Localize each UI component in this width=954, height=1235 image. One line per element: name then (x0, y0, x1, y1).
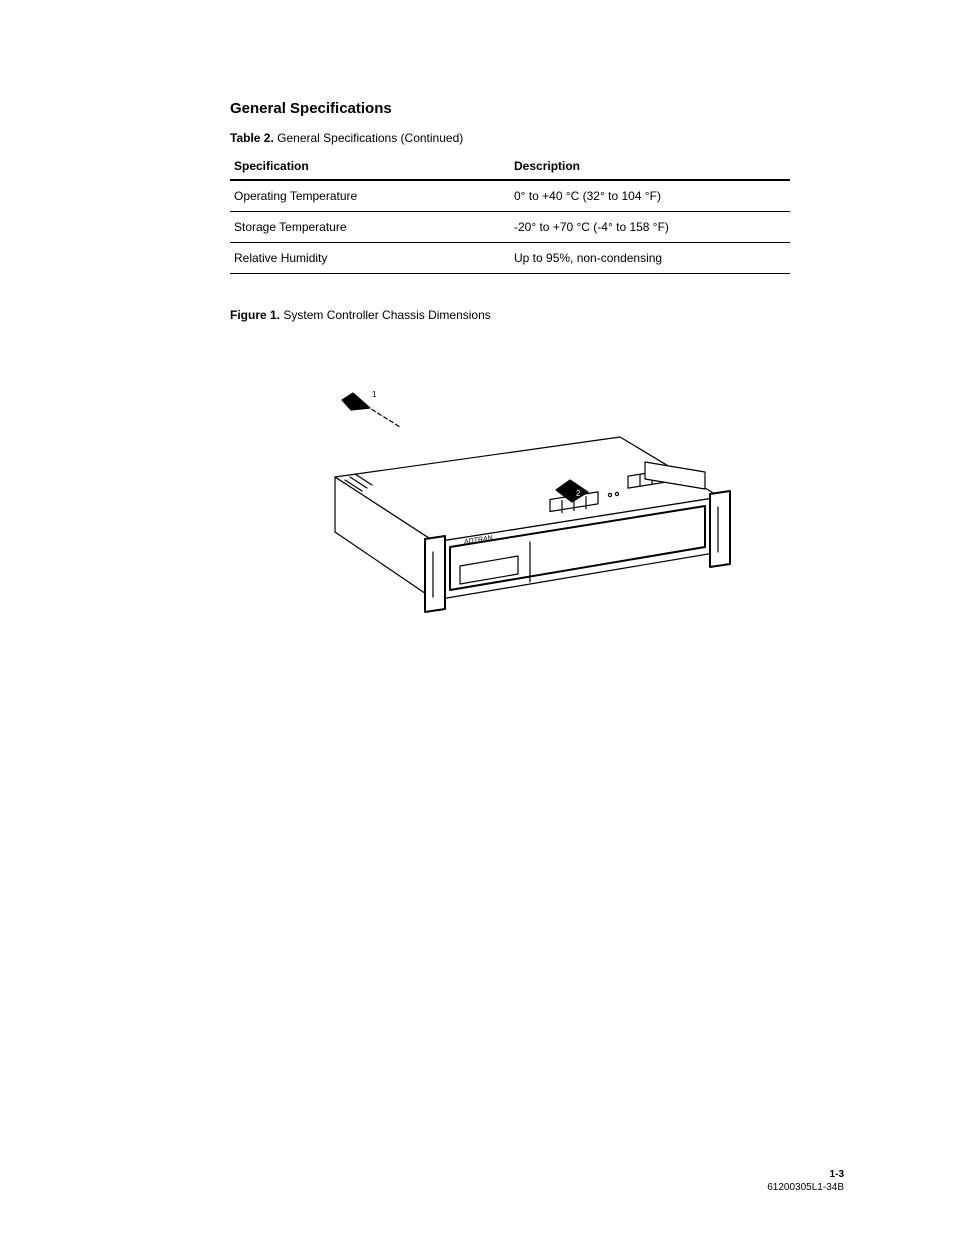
chassis-svg: ADTRAN (250, 342, 770, 682)
cell-spec: Relative Humidity (230, 243, 510, 274)
cell-desc: Up to 95%, non-condensing (510, 243, 790, 274)
svg-text:2: 2 (576, 489, 581, 498)
svg-text:1: 1 (372, 390, 377, 399)
page-footer: 1-3 61200305L1-34B (767, 1169, 844, 1193)
figure-caption: Figure 1. System Controller Chassis Dime… (230, 308, 790, 322)
table-header-spec: Specification (230, 155, 510, 180)
section-title: General Specifications (230, 100, 790, 117)
doc-reference: 61200305L1-34B (767, 1182, 844, 1193)
table-caption: Table 2. General Specifications (Continu… (230, 131, 790, 145)
cell-desc: -20° to +70 °C (-4° to 158 °F) (510, 212, 790, 243)
table-row: Relative Humidity Up to 95%, non-condens… (230, 243, 790, 274)
figure-caption-number: Figure 1. (230, 308, 280, 322)
table-caption-number: Table 2. (230, 131, 274, 145)
table-row: Operating Temperature 0° to +40 °C (32° … (230, 180, 790, 212)
general-spec-table: Specification Description Operating Temp… (230, 155, 790, 274)
page-number: 1-3 (767, 1169, 844, 1180)
table-header-desc: Description (510, 155, 790, 180)
chassis-figure: ADTRAN (230, 342, 790, 682)
cell-spec: Storage Temperature (230, 212, 510, 243)
cell-spec: Operating Temperature (230, 180, 510, 212)
cell-desc: 0° to +40 °C (32° to 104 °F) (510, 180, 790, 212)
figure-caption-text: System Controller Chassis Dimensions (283, 308, 490, 322)
table-row: Storage Temperature -20° to +70 °C (-4° … (230, 212, 790, 243)
table-caption-text: General Specifications (Continued) (277, 131, 463, 145)
